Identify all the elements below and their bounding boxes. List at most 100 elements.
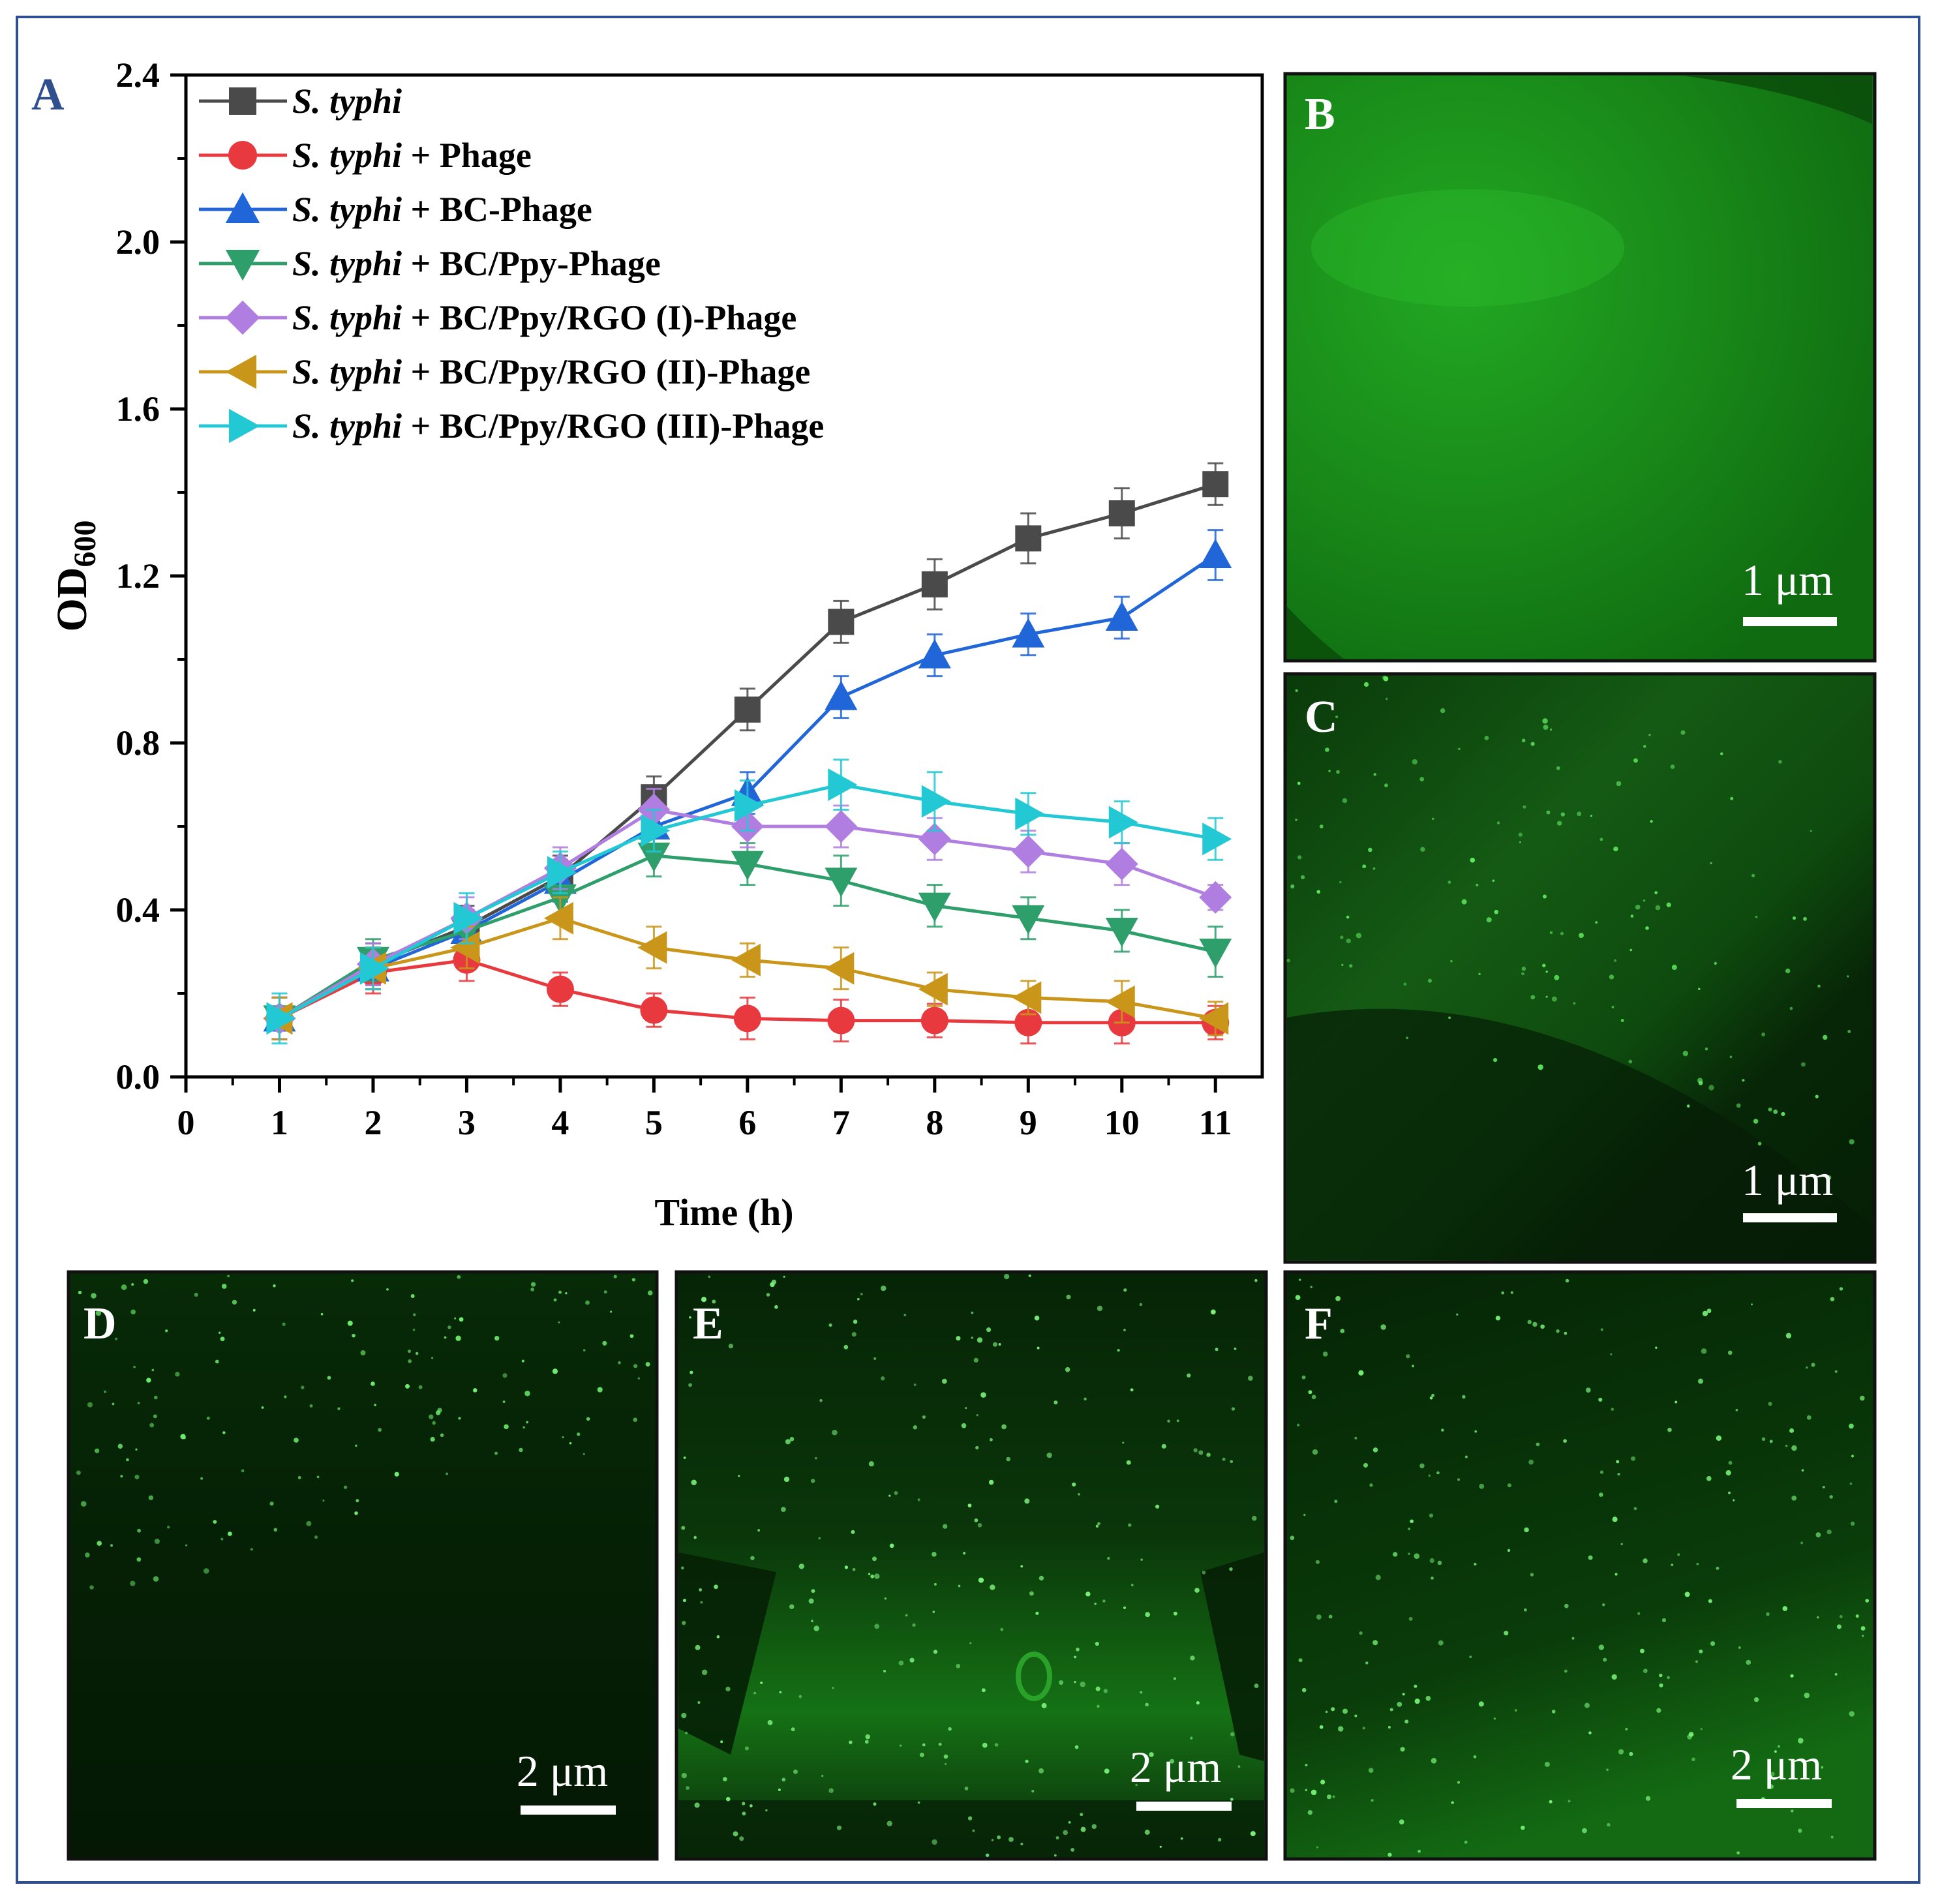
fluorescent-dot [1614, 959, 1616, 962]
fluorescent-dot [883, 1669, 887, 1672]
fluorescent-dot [1806, 1366, 1808, 1369]
fluorescent-dot [1695, 1660, 1698, 1663]
fluorescent-dot [1564, 1331, 1568, 1335]
bacteria-dots-e [681, 1273, 1259, 1857]
fluorescent-dot [1730, 796, 1734, 800]
fluorescent-dot [1063, 1830, 1068, 1836]
y-axis-label: OD [48, 567, 96, 632]
fluorescent-dot [815, 1457, 817, 1460]
data-point [731, 943, 761, 976]
micrograph-b: B 1 μm [1283, 72, 1877, 663]
fluorescent-dot [941, 1378, 947, 1384]
fluorescent-dot [1556, 766, 1560, 770]
fluorescent-dot [1025, 1759, 1029, 1763]
micrograph-e: E 2 μm [674, 1270, 1268, 1861]
x-tick-label: 7 [832, 1103, 850, 1142]
fluorescent-dot [1643, 899, 1646, 902]
legend-marker [225, 192, 260, 223]
axes: 0 1 2 3 4 5 6 7 8 9 10 11 0.0 0.4 0.8 1.2 1.6 2.0 2.4 [116, 55, 1232, 1142]
fluorescent-dot [765, 1809, 768, 1811]
fluorescent-dot [1611, 1674, 1617, 1680]
fluorescent-dot [1372, 867, 1376, 870]
fluorescent-dot [1607, 1822, 1611, 1827]
fluorescent-dot [1643, 1669, 1648, 1673]
fluorescent-dot [1616, 1460, 1620, 1464]
fluorescent-dot [1349, 964, 1353, 968]
fluorescent-dot [252, 1308, 256, 1312]
fluorescent-dot [1661, 1618, 1667, 1623]
fluorescent-dot [1038, 1768, 1044, 1774]
micrograph-f: F 2 μm [1283, 1270, 1877, 1861]
fluorescent-dot [905, 1614, 908, 1617]
fluorescent-dot [990, 1584, 995, 1590]
scale-bar-d [521, 1806, 616, 1815]
fluorescent-dot [1427, 978, 1432, 983]
fluorescent-dot [269, 1502, 274, 1506]
fluorescent-dot [1746, 1776, 1750, 1779]
fluorescent-dot [870, 1574, 875, 1579]
fluorescent-dot [444, 1336, 447, 1339]
fluorescent-dot [1380, 1324, 1386, 1330]
fluorescent-dot [1368, 847, 1372, 853]
fluorescent-dot [137, 1402, 140, 1404]
fluorescent-dot [1727, 1350, 1733, 1355]
fluorescent-dot [1532, 1322, 1538, 1327]
fluorescent-dot [1590, 815, 1593, 817]
fluorescent-dot [1319, 824, 1324, 828]
fluorescent-dot [1544, 1761, 1550, 1767]
fluorescent-dot [284, 1395, 287, 1398]
fluorescent-dot [1383, 676, 1389, 682]
fluorescent-dot [200, 1477, 204, 1480]
fluorescent-dot [898, 1660, 904, 1666]
fluorescent-dot [1803, 916, 1807, 921]
fluorescent-dot [1217, 1837, 1222, 1842]
fluorescent-dot [1406, 1036, 1408, 1040]
fluorescent-dot [1851, 1455, 1855, 1458]
fluorescent-dot [917, 1498, 920, 1502]
fluorescent-dot [1659, 1683, 1663, 1687]
fluorescent-dot [738, 1475, 740, 1477]
fluorescent-dot [1855, 1614, 1859, 1618]
legend-entry: S. typhi [199, 82, 402, 121]
fluorescent-dot [1414, 1699, 1420, 1704]
fluorescent-dot [771, 1279, 777, 1285]
fluorescent-dot [961, 1423, 967, 1428]
fluorescent-dot [459, 1317, 464, 1322]
fluorescent-dot [316, 1475, 320, 1479]
fluorescent-dot [1130, 1584, 1134, 1586]
fluorescent-dot [1554, 975, 1560, 980]
fluorescent-dot [1774, 1750, 1777, 1753]
fluorescent-dot [1447, 881, 1451, 884]
fluorescent-dot [1834, 1672, 1838, 1676]
figure-frame [16, 16, 1920, 1884]
fluorescent-dot [922, 1415, 926, 1419]
fluorescent-dot [175, 1372, 180, 1377]
fluorescent-dot [1571, 1637, 1575, 1640]
fluorescent-dot [1076, 1647, 1080, 1652]
fluorescent-dot [697, 1701, 701, 1704]
fluorescent-dot [1312, 1449, 1318, 1455]
fluorescent-dot [1556, 1329, 1560, 1333]
fluorescent-dot [309, 1404, 313, 1408]
legend-marker [228, 140, 258, 170]
fluorescent-dot [1145, 1702, 1149, 1707]
fluorescent-dot [753, 1691, 757, 1695]
fluorescent-dot [1341, 963, 1344, 966]
data-point [825, 868, 858, 898]
data-point [1202, 471, 1229, 498]
fluorescent-dot [1103, 1689, 1108, 1693]
y-tick-label: 2.0 [116, 222, 160, 262]
scale-bar-e [1136, 1802, 1232, 1811]
fluorescent-dot [681, 1566, 684, 1570]
data-point [641, 814, 671, 847]
fluorescent-dot [1053, 1854, 1057, 1857]
fluorescent-dot [521, 1359, 524, 1363]
fluorescent-dot [691, 1479, 697, 1486]
panel-label-c: C [1305, 692, 1338, 742]
fluorescent-dot [343, 1485, 348, 1489]
fluorescent-dot [1159, 1845, 1162, 1848]
fluorescent-dot [1606, 1768, 1609, 1772]
fluorescent-dot [133, 1365, 136, 1368]
fluorescent-dot [1523, 1608, 1527, 1612]
data-point [828, 768, 858, 801]
